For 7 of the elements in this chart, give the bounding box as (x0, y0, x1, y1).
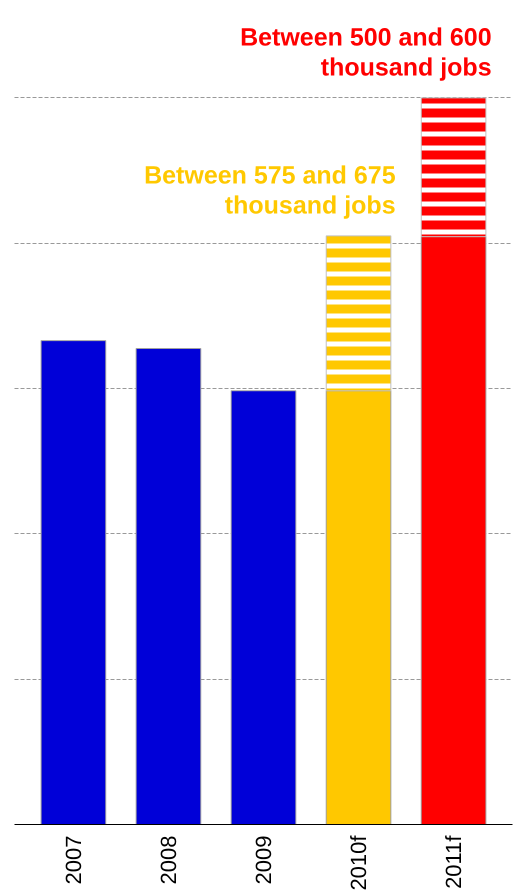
annotation: Between 575 and 675 thousand jobs (144, 161, 396, 220)
x-tick-label: 2011f (441, 834, 466, 889)
x-tick-label: 2007 (60, 835, 86, 884)
x-tick-label: 2010f (346, 834, 372, 891)
x-tick-label: 2008 (156, 835, 181, 884)
x-tick-label: 2009 (251, 835, 276, 884)
text: Between 500 and 600 thousand jobs (240, 23, 492, 82)
